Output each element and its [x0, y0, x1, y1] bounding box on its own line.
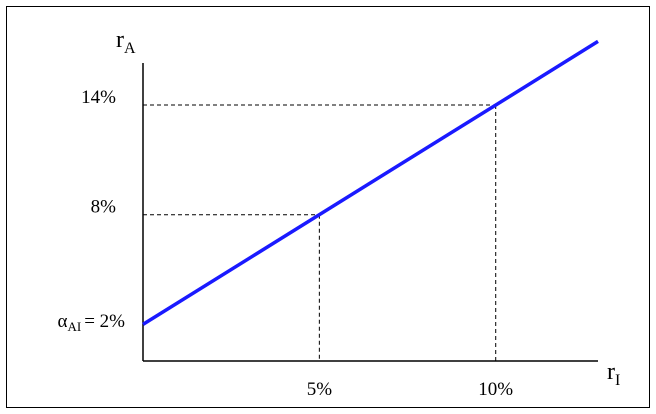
intercept-symbol: α — [58, 311, 68, 332]
y-tick-label-0: 8% — [91, 197, 117, 218]
intercept-label: αAI = 2% — [58, 311, 126, 334]
intercept-value: = 2% — [84, 311, 125, 332]
intercept-symbol-sub: AI — [67, 319, 81, 334]
x-tick-label-1: 10% — [478, 379, 513, 400]
x-tick-label-0: 5% — [307, 379, 333, 400]
y-tick-label-1: 14% — [81, 87, 116, 108]
x-axis-label-sub: I — [615, 372, 620, 389]
tick-labels: 8% 5% 14% 10% — [81, 87, 513, 400]
y-axis-label-sub: A — [124, 40, 136, 57]
series-line-0 — [142, 39, 599, 326]
x-axis-label: rI — [607, 359, 620, 389]
series-layer — [142, 39, 599, 326]
chart-frame — [6, 6, 650, 408]
y-axis-label-main: r — [116, 27, 124, 53]
axes — [142, 63, 598, 362]
x-axis-label-main: r — [607, 359, 615, 385]
guide-lines — [143, 104, 497, 361]
y-axis-label: rA — [116, 27, 136, 57]
